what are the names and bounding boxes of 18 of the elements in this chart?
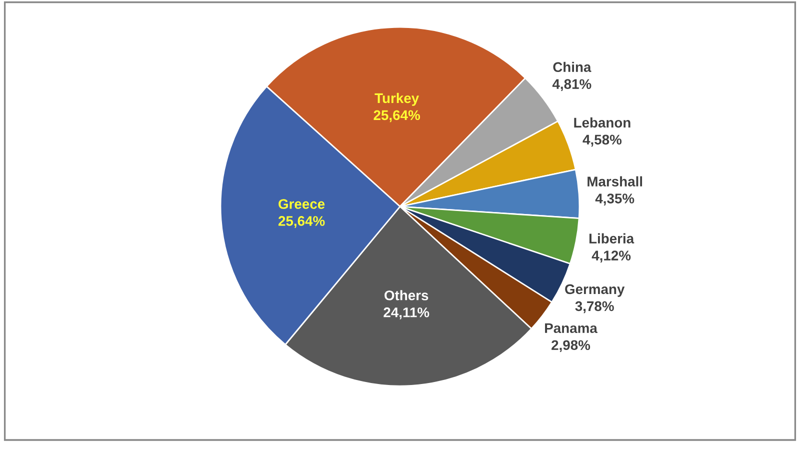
data-label: 4,58% [582, 134, 622, 147]
slice-label: Liberia [589, 233, 634, 244]
data-label: 25,64% [374, 110, 420, 122]
data-label: 4,35% [595, 194, 634, 206]
data-label: 25,64% [278, 216, 325, 228]
slice-label: Marshall [588, 176, 642, 186]
data-label: 24,11% [384, 307, 430, 320]
data-label: 3,78% [575, 301, 614, 314]
slice-label: Turkey [374, 92, 419, 106]
slice-label: Lebanon [574, 117, 630, 128]
slice-label: Greece [278, 199, 325, 209]
slice-label: Germany [565, 284, 625, 297]
data-label: 2,98% [552, 340, 590, 352]
data-label: 4,81% [552, 79, 592, 92]
slice-label: Panama [545, 323, 598, 334]
data-label: 4,12% [592, 250, 631, 262]
slice-label: China [553, 62, 592, 72]
slice-label: Others [384, 290, 428, 300]
